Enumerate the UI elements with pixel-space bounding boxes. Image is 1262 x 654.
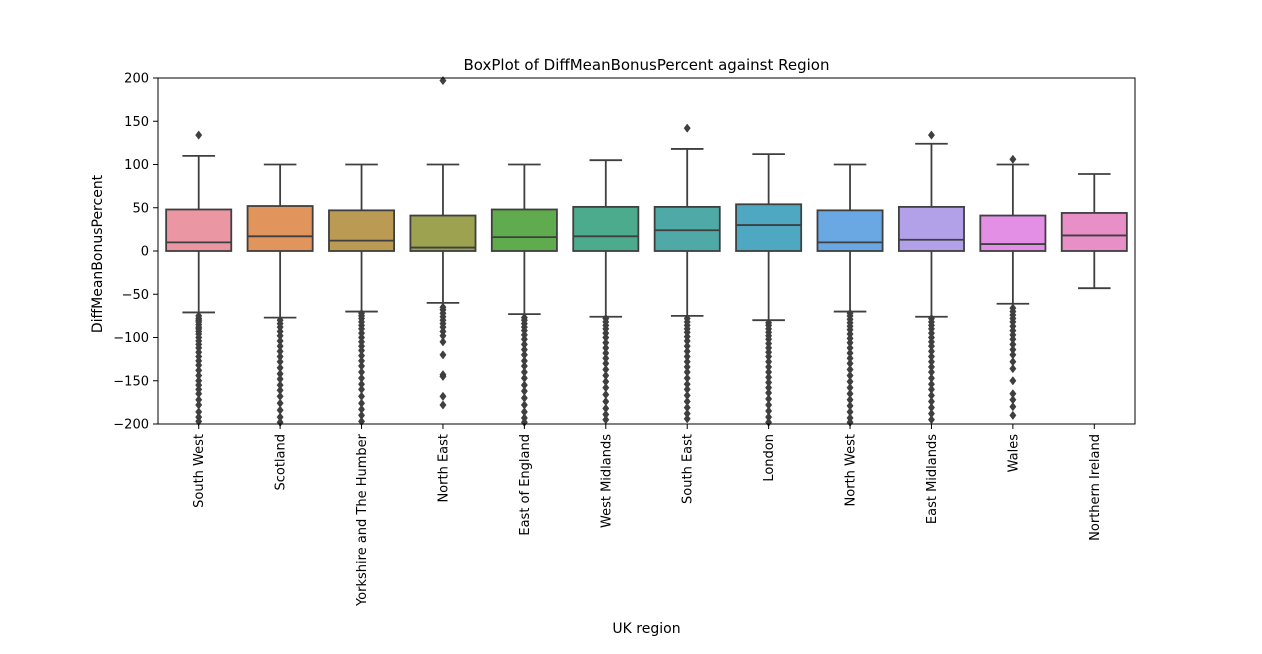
box-group (735, 153, 803, 427)
x-tick-label: Wales (1006, 434, 1021, 473)
y-axis: −200 −150 −100 −50 0 50 100 150 200 (113, 72, 158, 433)
box-group (1060, 173, 1128, 290)
outlier-point (439, 400, 447, 410)
box-group (572, 159, 640, 425)
iqr-box (979, 214, 1047, 252)
x-tick-label: East Midlands (925, 434, 940, 524)
iqr-box (816, 209, 884, 252)
box-group (816, 163, 884, 427)
iqr-box (165, 208, 233, 252)
x-tick-label: Yorkshire and The Humber (355, 433, 370, 607)
iqr-box (735, 203, 803, 252)
x-axis: South West Scotland Yorkshire and The Humb… (192, 424, 1103, 607)
iqr-box (653, 205, 721, 252)
outlier-point (927, 415, 935, 425)
iqr-box (328, 209, 396, 252)
y-tick-label: −200 (113, 418, 149, 433)
box-group (653, 123, 721, 424)
iqr-box (1060, 212, 1128, 252)
outlier-point (439, 337, 447, 347)
y-tick-label: 0 (141, 245, 149, 260)
outlier-point (439, 350, 447, 360)
y-tick-label: −100 (113, 331, 149, 346)
y-tick-label: 200 (124, 72, 149, 87)
outlier-point (683, 123, 691, 133)
outlier-point (439, 371, 447, 382)
outlier-point (927, 130, 935, 140)
plot-area (157, 75, 1136, 427)
outlier-point (195, 130, 203, 140)
iqr-box (490, 208, 558, 252)
box-group (165, 130, 233, 427)
y-tick-label: 150 (124, 115, 149, 130)
iqr-box (246, 205, 314, 252)
box-group (409, 75, 477, 410)
x-tick-label: West Midlands (599, 434, 614, 528)
iqr-box (409, 214, 477, 252)
chart-title: BoxPlot of DiffMeanBonusPercent against … (464, 56, 830, 74)
box-group (979, 154, 1047, 420)
y-tick-label: −50 (122, 288, 149, 303)
y-axis-label: DiffMeanBonusPercent (90, 174, 106, 333)
outlier-point (1009, 154, 1017, 164)
outlier-point (439, 391, 447, 401)
y-tick-label: 100 (124, 158, 149, 173)
box-group (246, 163, 314, 427)
box-group (328, 163, 396, 427)
box-group (897, 130, 965, 425)
x-axis-label: UK region (612, 621, 680, 637)
x-tick-label: Northern Ireland (1088, 434, 1103, 541)
y-tick-label: 50 (132, 201, 149, 216)
x-tick-label: North East (436, 434, 451, 503)
x-tick-label: Scotland (274, 434, 289, 491)
outlier-point (1009, 376, 1017, 386)
outlier-point (1009, 364, 1017, 374)
y-tick-label: −150 (113, 374, 149, 389)
iqr-box (572, 205, 640, 252)
x-tick-label: East of England (518, 434, 533, 536)
outlier-point (1009, 402, 1017, 412)
x-tick-label: South East (681, 434, 696, 504)
outlier-point (683, 414, 691, 424)
iqr-box (897, 205, 965, 252)
x-tick-label: North West (844, 434, 859, 506)
outlier-point (1009, 410, 1017, 420)
x-tick-label: South West (192, 434, 207, 508)
x-tick-label: London (762, 434, 777, 482)
box-group (490, 163, 558, 427)
outlier-point (602, 415, 610, 425)
